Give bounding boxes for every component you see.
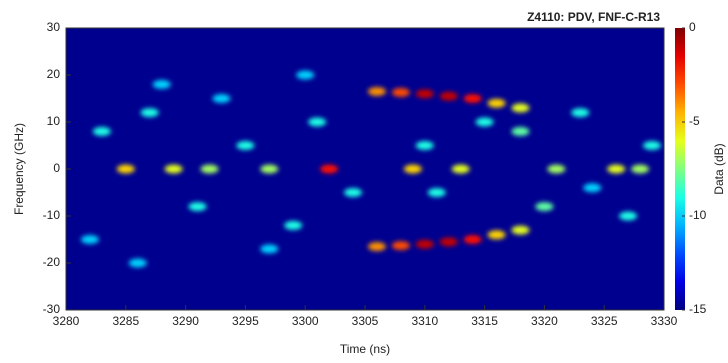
x-tick-label: 3320 [531,314,558,328]
heat-cell [152,79,171,89]
heat-cell [260,244,279,254]
x-tick-label: 3315 [471,314,498,328]
chart-title: Z4110: PDV, FNF-C-R13 [527,10,660,24]
colorbar-tick-label: -10 [689,208,707,222]
x-tick-label: 3300 [292,314,319,328]
x-tick-label: 3330 [651,314,678,328]
heat-cell [308,117,327,127]
heat-cell [619,211,638,221]
colorbar [675,28,685,310]
heat-cell [451,164,470,174]
heatmap [80,70,662,268]
heat-cell [260,164,279,174]
heat-cell [511,103,530,113]
heat-cell [391,87,410,97]
heat-cell [487,230,506,240]
heat-cell [487,98,506,108]
heat-cell [212,94,231,103]
heat-cell [367,242,386,252]
y-tick-label: -10 [43,208,61,222]
heat-cell [571,108,590,118]
x-tick-label: 3285 [112,314,139,328]
heat-cell [463,94,482,103]
x-tick-label: 3280 [53,314,80,328]
heat-cell [344,188,363,197]
heat-cell [607,164,626,174]
colorbar-tick-label: -15 [689,302,707,316]
heat-cell [296,70,315,80]
y-axis-label: Frequency (GHz) [12,123,26,215]
heat-cell [367,86,386,96]
heat-cell [631,164,650,174]
heat-cell [643,141,662,150]
colorbar-tick-label: 0 [689,20,696,34]
heat-cell [415,89,434,99]
heat-cell [463,235,482,244]
heat-cell [92,126,111,136]
heat-cell [583,183,602,193]
colorbar-tick-label: -5 [689,114,700,128]
plot-background [66,28,664,310]
x-tick-label: 3325 [591,314,618,328]
heat-cell [128,258,147,268]
heat-cell [415,141,434,150]
y-tick-label: 30 [47,20,61,34]
x-tick-label: 3305 [352,314,379,328]
heat-cell [403,164,422,174]
heat-cell [439,237,458,247]
heat-cell [116,164,135,174]
y-tick-label: 20 [47,67,61,81]
y-tick-label: 0 [53,161,60,175]
x-tick-label: 3290 [172,314,199,328]
x-tick-label: 3295 [232,314,259,328]
heat-cell [80,235,99,244]
x-axis-label: Time (ns) [340,342,390,356]
heat-cell [511,126,530,136]
heat-cell [236,141,255,150]
heat-cell [140,108,159,118]
y-tick-label: -20 [43,255,61,269]
heat-cell [547,164,566,174]
heat-cell [200,164,219,174]
heat-cell [535,202,554,212]
heat-cell [188,202,207,212]
heat-cell [164,164,183,174]
y-tick-label: 10 [47,114,61,128]
heat-cell [427,188,446,197]
heat-cell [475,117,494,127]
heat-cell [439,91,458,101]
heat-cell [391,241,410,251]
heat-cell [415,239,434,249]
heat-cell [511,225,530,235]
y-tick-label: -30 [43,302,61,316]
heat-cell [320,164,339,174]
x-tick-label: 3310 [411,314,438,328]
heat-cell [284,220,303,230]
colorbar-label: Data (dB) [712,143,726,194]
